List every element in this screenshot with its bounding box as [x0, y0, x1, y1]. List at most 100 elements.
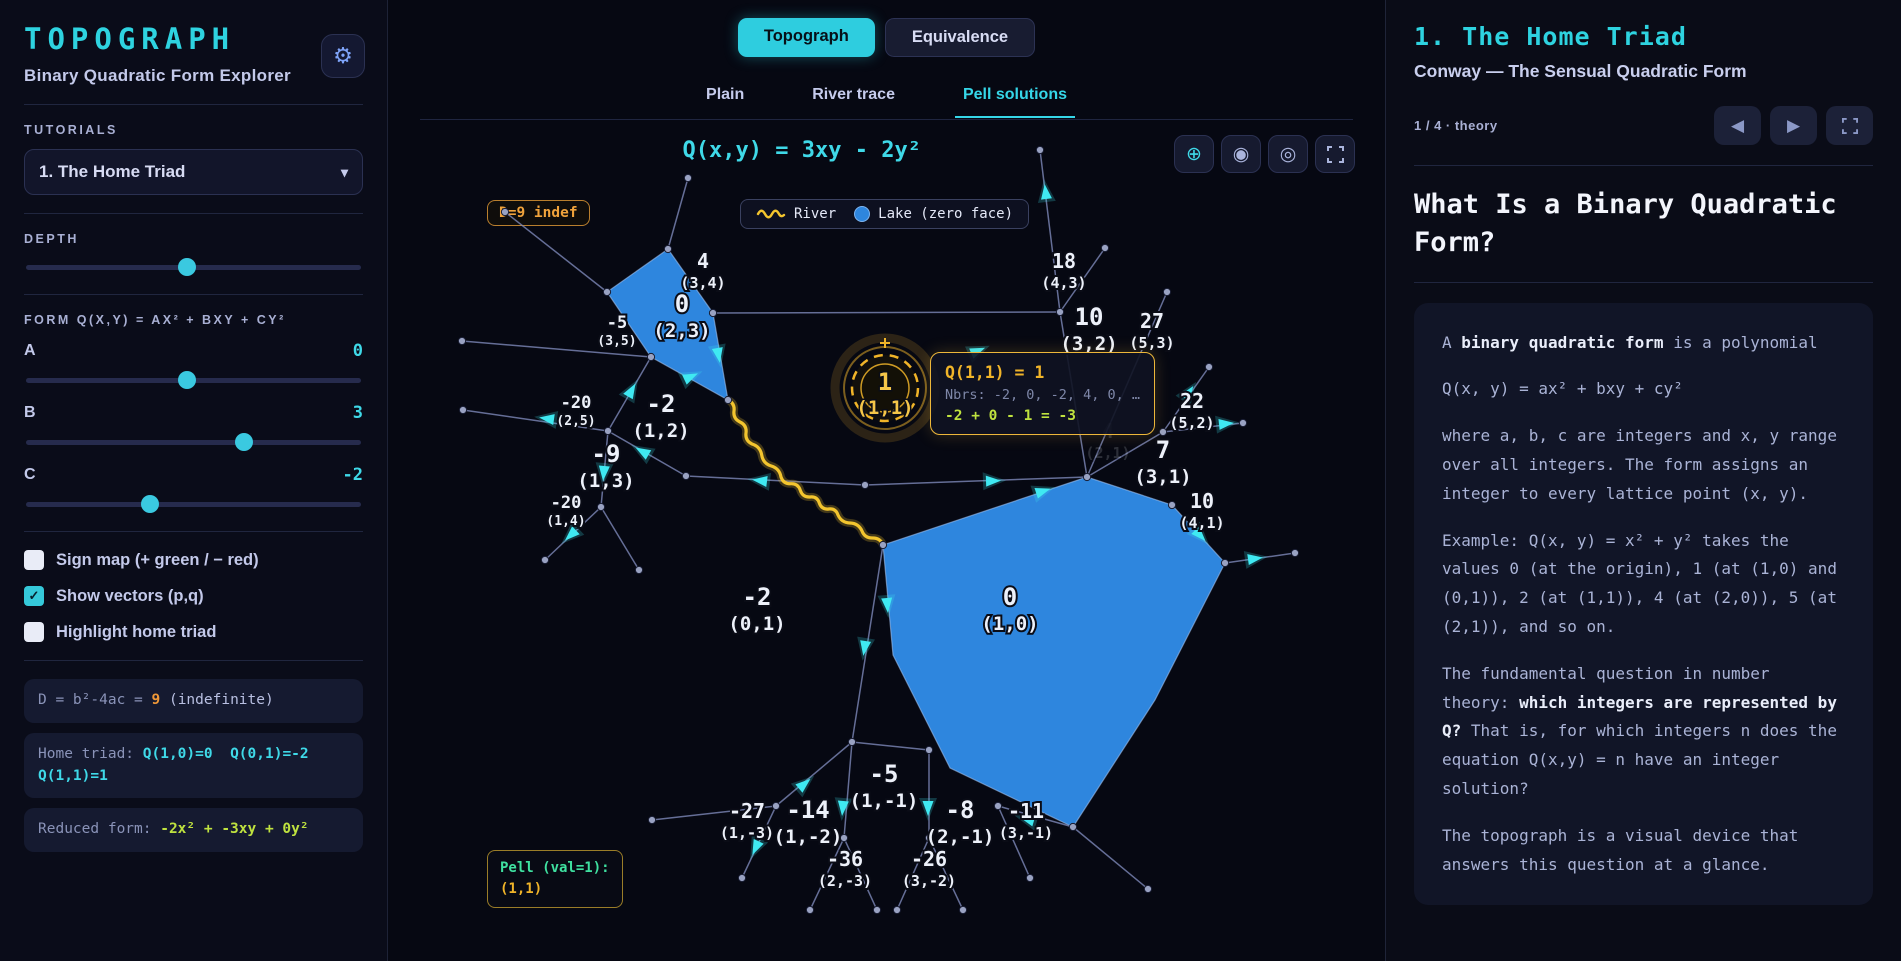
coeff-c-slider[interactable]	[26, 495, 361, 513]
vertex-dot	[878, 540, 888, 550]
vertex-dot	[1035, 145, 1045, 155]
svg-text:10: 10	[1075, 303, 1104, 331]
checkbox-highlight-home-triad[interactable]: Highlight home triad	[24, 622, 363, 642]
tutorial-nav-row: 1 / 4 · theory ◀ ▶	[1414, 106, 1873, 145]
face-label[interactable]: 22(5,2)	[1167, 387, 1216, 434]
face-label[interactable]: -5(3,5)	[595, 311, 638, 351]
face-label[interactable]: 0(1,0)	[979, 581, 1040, 637]
info-suffix: (indefinite)	[160, 692, 274, 708]
lake-polygon[interactable]	[882, 476, 1226, 828]
checkbox-icon[interactable]	[24, 622, 44, 642]
face-label[interactable]: 10(4,1)	[1177, 487, 1226, 534]
svg-text:(1,0): (1,0)	[981, 613, 1038, 635]
checkbox-icon[interactable]: ✓	[24, 586, 44, 606]
vertex-dot	[457, 336, 467, 346]
svg-text:(0,1): (0,1)	[728, 613, 785, 635]
face-label[interactable]: -11(3,-1)	[997, 797, 1055, 844]
slider-thumb[interactable]	[234, 433, 253, 451]
vertex-dot	[646, 352, 656, 362]
pell-solution-node[interactable]: 1(1,1)	[830, 333, 940, 443]
face-label[interactable]: -9(1,3)	[575, 438, 636, 494]
vertex-dot	[663, 244, 673, 254]
svg-text:(2,5): (2,5)	[556, 414, 595, 429]
next-button[interactable]: ▶	[1770, 106, 1817, 145]
face-label[interactable]: -26(3,-2)	[900, 845, 958, 892]
face-label[interactable]: 27(5,3)	[1127, 307, 1176, 354]
topograph-edge	[600, 506, 640, 571]
globe-view-button[interactable]: ⊕	[1174, 135, 1214, 173]
vertex-dot	[924, 833, 934, 843]
tutorials-label: TUTORIALS	[24, 123, 118, 137]
vector-arrow-icon	[1030, 485, 1056, 503]
coeff-b-slider[interactable]	[26, 433, 361, 451]
face-label[interactable]: -5(1,-1)	[848, 758, 921, 814]
vertex-dot	[805, 905, 815, 915]
svg-text:22: 22	[1180, 389, 1204, 413]
tab-topograph[interactable]: Topograph	[737, 18, 875, 57]
face-label[interactable]: -27(1,-3)	[718, 797, 776, 844]
coeff-a-value: 0	[352, 341, 363, 361]
topograph-svg[interactable]: 4(3,4)0(2,3) -5(3,5) -20(2,5) -2(1,2)-9(1,3…	[388, 0, 1385, 961]
topograph-edge	[1162, 366, 1210, 433]
canvas-toolbar: ⊕ ◉ ◎	[1174, 135, 1355, 173]
tutorial-selected-value: 1. The Home Triad	[39, 162, 186, 181]
vector-arrow-icon	[1243, 551, 1268, 569]
face-label[interactable]: -20(2,5)	[554, 391, 597, 431]
rings-button[interactable]: ◎	[1268, 135, 1308, 173]
info-highlight: -2x² + -3xy + 0y²	[160, 821, 309, 838]
topograph-edge	[712, 311, 1061, 314]
face-label[interactable]: -14(1,-2)	[772, 794, 845, 850]
depth-slider[interactable]	[26, 258, 361, 276]
face-label[interactable]: -2(1,2)	[630, 388, 691, 444]
coeff-row-a: A 0	[24, 341, 363, 361]
subtab-river-trace[interactable]: River trace	[812, 86, 895, 103]
fullscreen-button[interactable]	[1315, 135, 1355, 173]
lake-legend-icon	[854, 206, 871, 222]
slider-thumb[interactable]	[177, 258, 196, 276]
vertex-dot	[1220, 558, 1230, 568]
vector-arrow-icon	[834, 797, 853, 821]
legend: River Lake (zero face)	[740, 199, 1030, 229]
face-label[interactable]: -20(1,4)	[544, 491, 587, 531]
face-label[interactable]: 10(3,2)	[1058, 301, 1119, 357]
checkbox-icon[interactable]	[24, 550, 44, 570]
face-label[interactable]: 7(3,1)	[1132, 434, 1193, 490]
topograph-edge	[1059, 247, 1106, 313]
river-path[interactable]	[726, 398, 885, 547]
form-label: FORM Q(X,Y) = AX² + BXY + CY²	[24, 313, 286, 327]
checkbox-show-vectors[interactable]: ✓ Show vectors (p,q)	[24, 586, 363, 606]
tab-equivalence[interactable]: Equivalence	[884, 18, 1036, 57]
vertex-dot	[847, 737, 857, 747]
checkbox-sign-map[interactable]: Sign map (+ green / − red)	[24, 550, 363, 570]
vertex-dot	[1290, 548, 1300, 558]
face-label[interactable]: 18(4,3)	[1039, 247, 1088, 294]
coeff-a-slider[interactable]	[26, 371, 361, 389]
svg-text:(3,5): (3,5)	[597, 334, 636, 349]
svg-text:(1,3): (1,3)	[577, 470, 634, 492]
settings-button[interactable]: ⚙	[321, 34, 365, 78]
subtab-plain[interactable]: Plain	[706, 86, 745, 103]
discriminant-info-box: D = b²-4ac = 9 (indefinite)	[24, 679, 363, 723]
slider-thumb[interactable]	[177, 371, 196, 389]
center-target-button[interactable]: ◉	[1221, 135, 1261, 173]
face-label[interactable]: -8(2,-1)	[924, 794, 997, 850]
subtab-pell-solutions[interactable]: Pell solutions	[954, 86, 1075, 118]
face-label[interactable]: 4(3,4)	[678, 247, 727, 294]
face-label[interactable]: 0(2,3)	[651, 288, 712, 344]
river-glow	[724, 396, 887, 549]
topograph-edge	[851, 741, 930, 751]
vector-arrow-icon	[750, 834, 769, 860]
tutorial-select[interactable]: 1. The Home Triad ▾	[24, 149, 363, 195]
coeff-c-label: C	[24, 466, 36, 483]
face-label[interactable]: -2(0,1)	[726, 581, 787, 637]
face-label[interactable]: -36(2,-3)	[816, 845, 874, 892]
svg-text:(3,1): (3,1)	[1134, 466, 1191, 488]
pagination: 1 / 4 · theory	[1414, 118, 1498, 133]
expand-button[interactable]	[1826, 106, 1873, 145]
slider-thumb[interactable]	[140, 495, 159, 513]
nav-buttons: ◀ ▶	[1714, 106, 1873, 145]
globe-icon: ⊕	[1186, 143, 1202, 165]
prev-button[interactable]: ◀	[1714, 106, 1761, 145]
gear-icon: ⚙	[333, 43, 353, 68]
svg-text:(2,3): (2,3)	[653, 320, 710, 342]
